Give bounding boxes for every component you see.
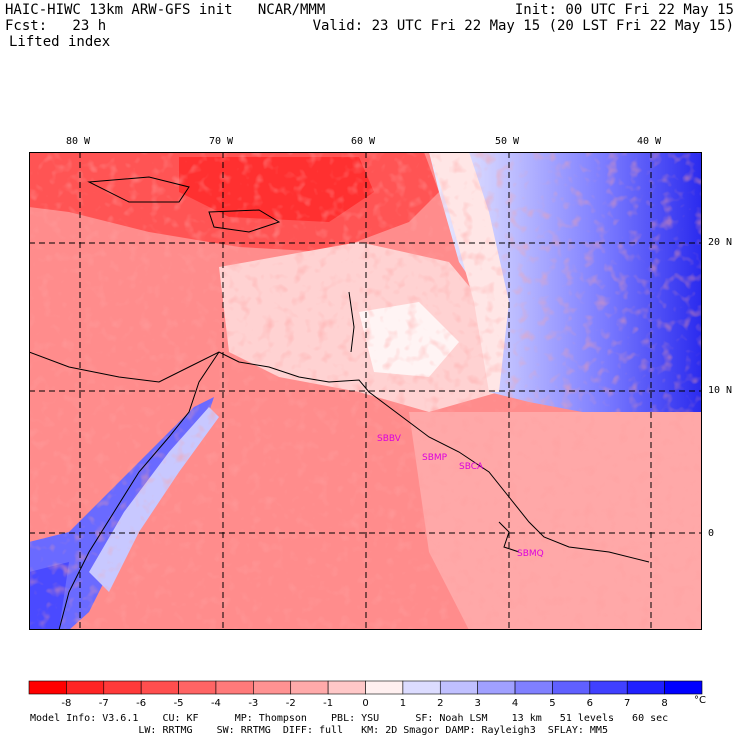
lat-label-0: 0 — [708, 528, 715, 539]
lat-label-20n: 20 N — [708, 237, 733, 248]
colorbar-swatch — [664, 680, 703, 695]
colorbar-swatch — [215, 680, 254, 695]
lon-label-50w: 50 W — [495, 136, 520, 147]
colorbar-swatch — [66, 680, 105, 695]
colorbar-swatch — [140, 680, 179, 695]
colorbar-swatch — [28, 680, 67, 695]
colorbar-tick-label: 5 — [549, 698, 555, 709]
colorbar-tick-label: 2 — [437, 698, 443, 709]
colorbar-swatch — [178, 680, 217, 695]
colorbar-tick-label: 1 — [400, 698, 406, 709]
colorbar-swatch — [626, 680, 665, 695]
lon-label-40w: 40 W — [637, 136, 662, 147]
init-time: Init: 00 UTC Fri 22 May 15 — [514, 2, 734, 18]
colorbar-tick-label: 4 — [512, 698, 518, 709]
colorbar-tick-label: 0 — [362, 698, 368, 709]
colorbar-tick-label: -5 — [174, 698, 184, 709]
station-label-sbbv: SBBV — [377, 434, 402, 444]
colorbar-tick-label: -1 — [323, 698, 333, 709]
field-name: Lifted index — [9, 34, 111, 50]
colorbar-swatch — [589, 680, 628, 695]
lifted-index-map: SBBV SBMP SBCA SBMQ — [29, 152, 702, 630]
colorbar-tick-label: -7 — [99, 698, 109, 709]
model-info-line1: Model Info: V3.6.1 CU: KF MP: Thompson P… — [30, 713, 669, 724]
lon-label-70w: 70 W — [209, 136, 234, 147]
colorbar-tick-label: -3 — [248, 698, 258, 709]
lat-label-10n: 10 N — [708, 385, 733, 396]
colorbar: -8 -7 -6 -5 -4 -3 -2 -1 0 1 2 3 4 5 6 7 8 °C — [28, 680, 706, 709]
lon-label-60w: 60 W — [351, 136, 376, 147]
colorbar-tick-label: -2 — [286, 698, 296, 709]
colorbar-swatch — [290, 680, 329, 695]
colorbar-unit: °C — [694, 695, 706, 706]
valid-time: Valid: 23 UTC Fri 22 May 15 (20 LST Fri … — [312, 18, 734, 34]
colorbar-tick-label: 3 — [474, 698, 480, 709]
model-title: HAIC-HIWC 13km ARW-GFS init NCAR/MMM — [5, 2, 326, 18]
colorbar-tick-label: 7 — [624, 698, 630, 709]
colorbar-tick-label: -8 — [61, 698, 71, 709]
colorbar-swatch — [439, 680, 478, 695]
colorbar-tick-label: 8 — [661, 698, 667, 709]
coastlines — [29, 176, 650, 630]
colorbar-swatch — [477, 680, 516, 695]
forecast-hour: Fcst: 23 h — [5, 18, 107, 34]
station-label-sbmq: SBMQ — [517, 549, 544, 559]
colorbar-swatch — [327, 680, 366, 695]
colorbar-swatch — [402, 680, 441, 695]
station-label-sbmp: SBMP — [422, 453, 448, 463]
map-frame — [29, 152, 702, 630]
graticule — [29, 152, 702, 630]
model-info-line2: LW: RRTMG SW: RRTMG DIFF: full KM: 2D Sm… — [30, 725, 608, 736]
colorbar-swatch — [103, 680, 142, 695]
colorbar-tick-label: -6 — [136, 698, 146, 709]
colorbar-tick-label: -4 — [211, 698, 221, 709]
colorbar-swatch — [365, 680, 404, 695]
colorbar-swatch — [552, 680, 591, 695]
lon-label-80w: 80 W — [66, 136, 91, 147]
colorbar-swatch — [514, 680, 553, 695]
station-label-sbca: SBCA — [459, 462, 484, 472]
colorbar-tick-label: 6 — [587, 698, 593, 709]
colorbar-swatch — [253, 680, 292, 695]
